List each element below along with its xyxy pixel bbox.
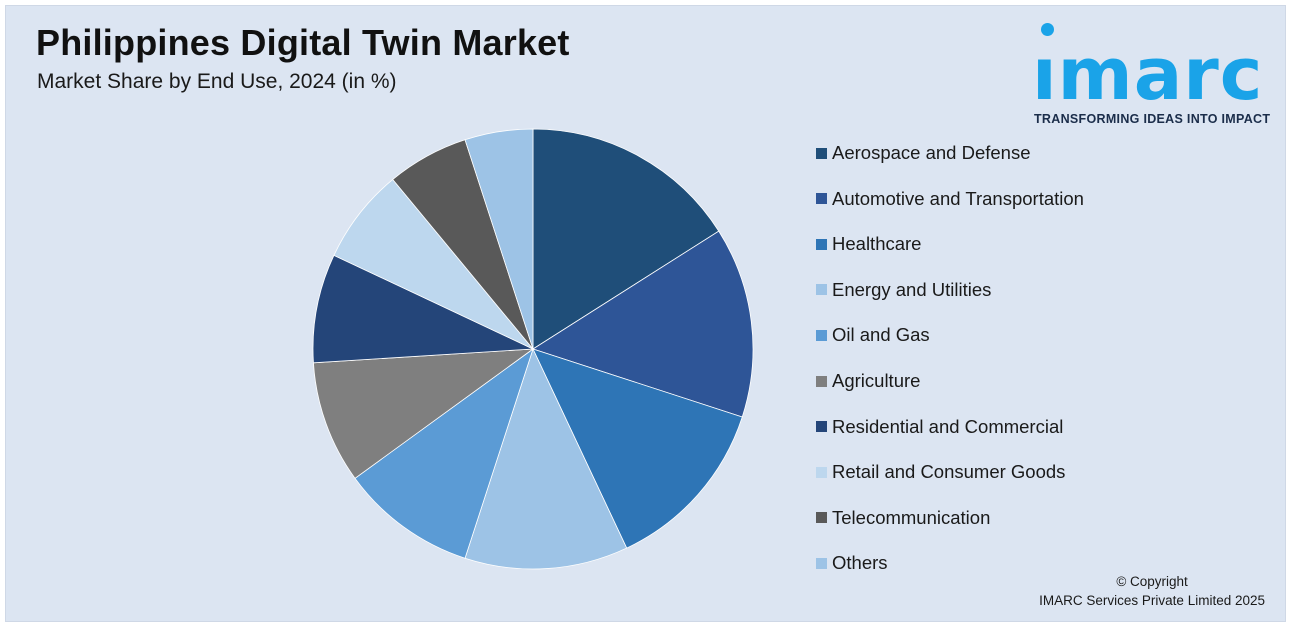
legend-swatch-7: [816, 466, 827, 478]
pie-slice-5: [313, 348, 535, 479]
legend-item-5: Agriculture: [816, 370, 920, 392]
legend-label-3: Energy and Utilities: [832, 278, 992, 300]
legend-label-7: Retail and Consumer Goods: [832, 461, 1066, 483]
legend-label-6: Residential and Commercial: [832, 415, 1064, 437]
logo-tagline: TRANSFORMING IDEAS INTO IMPACT: [1034, 112, 1271, 126]
legend-label-9: Others: [832, 552, 888, 574]
legend-label-4: Oil and Gas: [832, 324, 930, 346]
legend-item-0: Aerospace and Defense: [816, 142, 1031, 164]
copyright-line-2: IMARC Services Private Limited 2025: [1039, 593, 1265, 608]
legend-item-9: Others: [816, 552, 888, 574]
legend-item-6: Residential and Commercial: [816, 416, 1063, 438]
chart-frame: Philippines Digital Twin Market Market S…: [5, 5, 1286, 622]
legend-label-8: Telecommunication: [832, 506, 991, 528]
legend-swatch-5: [816, 375, 827, 387]
legend-swatch-2: [816, 238, 827, 250]
legend-swatch-1: [816, 193, 827, 205]
chart-title: Philippines Digital Twin Market: [36, 22, 570, 63]
pie-slice-0: [532, 128, 720, 350]
legend-item-2: Healthcare: [816, 233, 921, 255]
pie-chart: [312, 128, 754, 570]
legend-swatch-8: [816, 512, 827, 524]
pie-slice-4: [354, 347, 534, 559]
legend-item-3: Energy and Utilities: [816, 279, 991, 301]
pie-slice-9: [464, 128, 534, 350]
legend-swatch-3: [816, 284, 827, 296]
legend-label-2: Healthcare: [832, 233, 922, 255]
legend-swatch-0: [816, 147, 827, 159]
copyright-line-1: © Copyright: [1116, 574, 1188, 589]
legend-label-5: Agriculture: [832, 370, 921, 391]
legend-item-7: Retail and Consumer Goods: [816, 461, 1065, 483]
pie-slice-2: [532, 348, 743, 549]
logo-dot: [1041, 23, 1054, 36]
copyright-notice: © Copyright IMARC Services Private Limit…: [1039, 572, 1265, 610]
legend-swatch-9: [816, 557, 827, 569]
legend-swatch-4: [816, 329, 827, 341]
legend-swatch-6: [816, 421, 827, 433]
logo-wordmark: ımarc: [1032, 32, 1264, 116]
imarc-logo: ımarc TRANSFORMING IDEAS INTO IMPACT: [1032, 20, 1282, 130]
legend-item-4: Oil and Gas: [816, 324, 930, 346]
chart-subtitle: Market Share by End Use, 2024 (in %): [37, 70, 397, 93]
legend-item-1: Automotive and Transportation: [816, 188, 1084, 210]
pie-slice-1: [532, 230, 754, 418]
legend-label-1: Automotive and Transportation: [832, 187, 1084, 209]
pie-slice-3: [464, 347, 628, 570]
legend-item-8: Telecommunication: [816, 507, 990, 529]
pie-slice-6: [312, 254, 534, 364]
legend-label-0: Aerospace and Defense: [832, 142, 1031, 163]
